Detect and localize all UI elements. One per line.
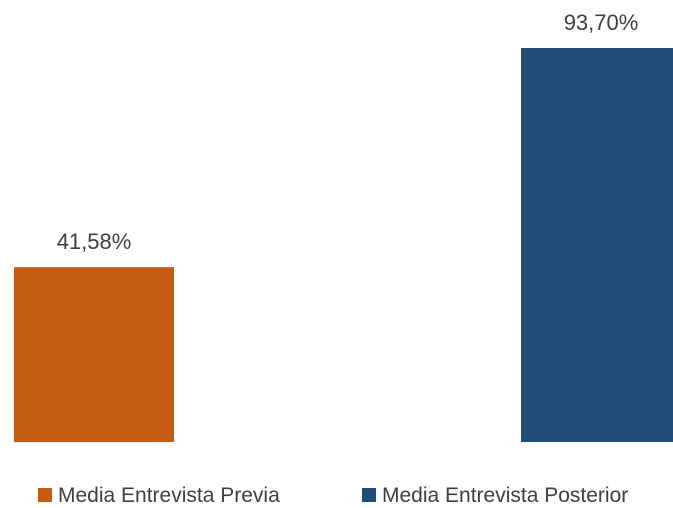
data-label-previa: 41,58% [57,229,132,254]
legend-label-posterior: Media Entrevista Posterior [382,484,628,507]
legend-label-previa: Media Entrevista Previa [58,484,280,507]
bar-posterior [521,48,673,442]
data-labels-group: 41,58% 93,70% [57,10,639,254]
legend-swatch-posterior [362,488,376,502]
data-label-posterior: 93,70% [564,10,639,35]
bar-previa [14,267,174,442]
bars-group [14,48,673,442]
legend-swatch-previa [38,488,52,502]
legend: Media Entrevista Previa Media Entrevista… [38,484,628,507]
